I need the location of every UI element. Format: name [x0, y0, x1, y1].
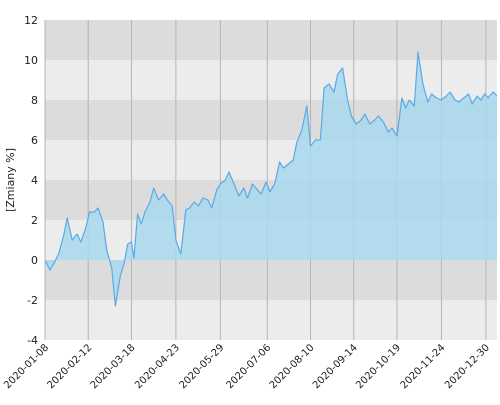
- x-tick-label: 2020-04-23: [133, 342, 182, 391]
- plot-band: [45, 20, 497, 60]
- x-axis-ticks: 2020-01-082020-02-122020-03-182020-04-23…: [2, 342, 492, 391]
- x-tick-label: 2020-07-06: [225, 342, 274, 391]
- y-axis-ticks: -4 -2 0 2 4 6 8 10 12: [24, 14, 38, 347]
- x-tick-label: 2020-12-30: [443, 342, 492, 391]
- y-tick-label: 10: [24, 54, 38, 67]
- x-tick-label: 2020-03-18: [89, 342, 138, 391]
- series-area-fill: [45, 52, 497, 306]
- x-tick-label: 2020-10-19: [354, 342, 403, 391]
- y-tick-label: -2: [27, 294, 38, 307]
- plot-band: [45, 60, 497, 100]
- x-tick-label: 2020-01-08: [2, 342, 51, 391]
- x-tick-label: 2020-05-29: [178, 342, 227, 391]
- y-tick-label: 12: [24, 14, 38, 27]
- y-tick-label: 4: [31, 174, 38, 187]
- y-tick-label: 8: [31, 94, 38, 107]
- x-tick-label: 2020-02-12: [45, 342, 94, 391]
- x-tick-label: 2020-11-24: [399, 342, 448, 391]
- y-tick-label: 0: [31, 254, 38, 267]
- plot-band: [45, 300, 497, 340]
- y-tick-label: -4: [27, 334, 38, 347]
- y-tick-label: 6: [31, 134, 38, 147]
- x-tick-label: 2020-09-14: [311, 342, 360, 391]
- series-line: [44, 51, 498, 307]
- x-tick-label: 2020-08-10: [268, 342, 317, 391]
- y-tick-label: 2: [31, 214, 38, 227]
- y-axis-label: [Zmiany %]: [4, 148, 17, 212]
